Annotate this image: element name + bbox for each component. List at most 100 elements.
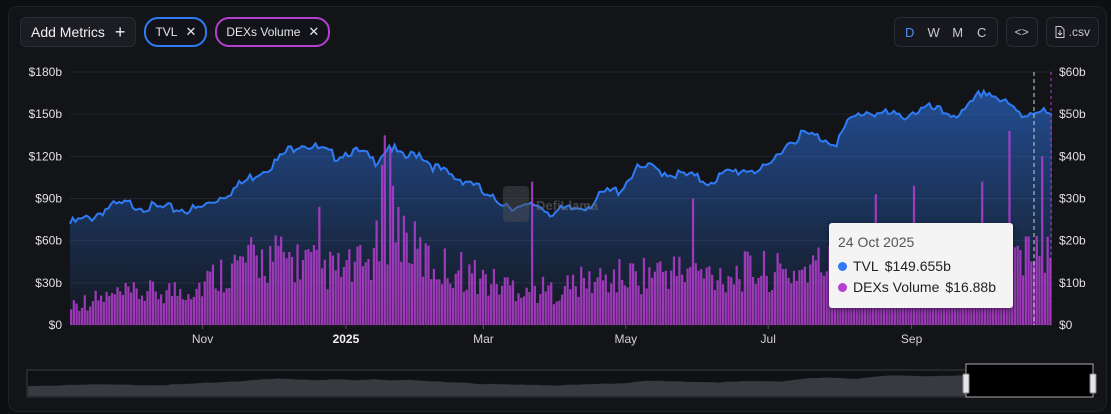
dex-volume-bar	[149, 280, 152, 325]
dex-volume-bar	[72, 300, 75, 325]
range-slider[interactable]	[26, 363, 1097, 398]
dex-volume-bar	[389, 147, 392, 325]
close-icon[interactable]: ✕	[185, 24, 197, 39]
dex-volume-bar	[495, 284, 498, 325]
dex-volume-bar	[386, 264, 389, 325]
tvl-dot-icon	[838, 261, 847, 271]
tooltip-row-tvl: TVL $149.655b	[838, 258, 951, 274]
dex-volume-bar	[143, 300, 146, 325]
dex-volume-bar	[727, 276, 730, 325]
dex-volume-bar	[569, 289, 572, 325]
dex-volume-bar	[457, 270, 460, 325]
dex-volume-bar	[607, 292, 610, 325]
dex-volume-bar	[746, 251, 749, 325]
dex-volume-bar	[113, 294, 116, 325]
dex-volume-bar	[604, 274, 607, 325]
dex-volume-bar	[318, 206, 321, 325]
dex-volume-bar	[798, 270, 801, 325]
dex-volume-bar	[97, 300, 100, 325]
dex-volume-bar	[678, 256, 681, 325]
tvl-pill-label: TVL	[155, 25, 178, 39]
dex-volume-bar	[735, 265, 738, 325]
dex-volume-bar	[130, 292, 133, 325]
dex-volume-bar	[561, 294, 564, 325]
dex-volume-bar	[157, 299, 160, 325]
dex-volume-bar	[621, 279, 624, 325]
dex-volume-metric-pill[interactable]: DEXs Volume ✕	[215, 17, 331, 47]
dex-volume-bar	[784, 268, 787, 325]
dex-volume-bar	[618, 259, 621, 325]
dex-volume-bar	[754, 284, 757, 325]
left-axis-tick-label: $120b	[29, 149, 63, 163]
dex-volume-bar	[345, 260, 348, 325]
dex-volume-bar	[517, 293, 520, 325]
dex-volume-bar	[78, 310, 81, 325]
left-axis-tick-label: $60b	[35, 234, 62, 248]
slider-handle-right[interactable]	[1089, 373, 1097, 394]
dex-volume-bar	[544, 291, 547, 325]
dex-volume-bar	[711, 274, 714, 325]
dex-dot-icon	[838, 282, 847, 292]
dex-volume-bar	[601, 280, 605, 325]
period-daily[interactable]: D	[904, 24, 915, 40]
dex-volume-bar	[168, 283, 171, 325]
dex-volume-bar	[522, 296, 526, 325]
dex-volume-bar	[162, 303, 165, 325]
period-weekly[interactable]: W	[927, 24, 940, 40]
period-monthly[interactable]: M	[952, 24, 964, 40]
dex-volume-bar	[743, 251, 746, 325]
dex-volume-bar	[648, 267, 651, 325]
dex-volume-bar	[1049, 257, 1052, 325]
dex-volume-bar	[1024, 236, 1027, 325]
period-cumulative[interactable]: C	[976, 24, 987, 40]
dex-volume-bar	[263, 275, 266, 325]
dex-volume-bar	[228, 288, 231, 325]
dex-volume-bar	[591, 293, 594, 325]
dex-volume-bar	[320, 268, 324, 325]
dex-volume-bar	[730, 277, 733, 325]
dex-volume-bar	[498, 294, 501, 325]
dex-volume-bar	[460, 252, 463, 325]
close-icon[interactable]: ✕	[308, 24, 320, 39]
slider-handle-left[interactable]	[962, 373, 970, 394]
dex-volume-bar	[230, 263, 234, 325]
dex-volume-bar	[683, 282, 686, 325]
dex-volume-bar	[151, 281, 155, 325]
slider-selection[interactable]	[965, 363, 1094, 398]
dex-volume-bar	[375, 220, 378, 325]
dex-volume-bar	[1041, 156, 1044, 325]
dex-volume-bar	[361, 266, 365, 325]
right-axis-tick-label: $10b	[1059, 276, 1086, 290]
dex-volume-bar	[312, 245, 315, 325]
right-axis-tick-label: $60b	[1059, 65, 1086, 79]
dex-volume-bar	[244, 262, 247, 325]
dex-volume-bar	[405, 232, 408, 325]
dex-volume-bar	[124, 282, 127, 325]
dex-volume-bar	[135, 288, 138, 325]
dex-volume-bar	[334, 270, 337, 325]
dex-volume-bar	[427, 245, 430, 325]
dex-volume-bar	[421, 276, 425, 325]
dex-volume-bar	[138, 299, 141, 325]
dex-volume-bar	[410, 263, 414, 325]
dex-volume-bar	[89, 306, 92, 325]
dex-volume-bar	[681, 274, 684, 325]
dex-volume-bar	[768, 292, 771, 325]
dex-volume-bar	[623, 285, 626, 325]
dex-volume-bar	[181, 299, 185, 325]
dex-volume-bar	[806, 282, 809, 325]
tvl-metric-pill[interactable]: TVL ✕	[144, 17, 208, 47]
add-metrics-button[interactable]: Add Metrics +	[20, 17, 137, 47]
x-axis-tick-label: Mar	[473, 332, 494, 346]
dex-volume-bar	[640, 294, 643, 325]
dex-volume-bar	[811, 255, 815, 325]
csv-download-button[interactable]: .csv	[1045, 17, 1099, 47]
dex-volume-bar	[75, 303, 78, 325]
dex-volume-bar	[520, 298, 523, 325]
dex-volume-bar	[776, 253, 779, 325]
dex-volume-bar	[400, 261, 403, 325]
embed-button[interactable]: <>	[1005, 17, 1038, 47]
dex-volume-bar	[509, 285, 512, 325]
dex-volume-bar	[296, 244, 299, 325]
dex-volume-bar	[108, 295, 111, 325]
